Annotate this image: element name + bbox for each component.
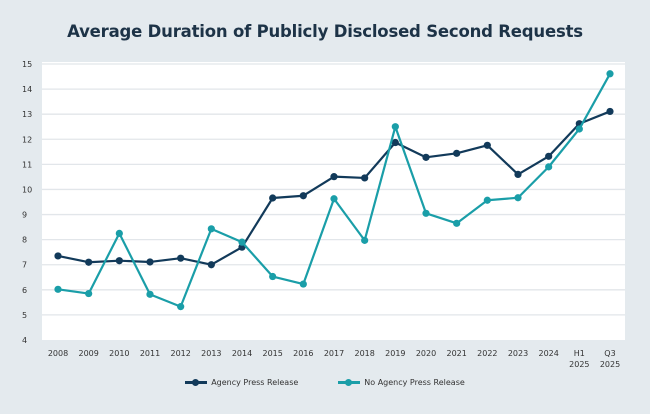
data-point-agency	[269, 194, 277, 202]
x-tick-label: 2014	[232, 349, 252, 358]
data-point-agency	[453, 149, 461, 157]
data-point-agency	[299, 192, 307, 200]
data-point-no-agency	[361, 236, 369, 244]
data-point-agency	[207, 261, 215, 269]
data-point-no-agency	[453, 219, 461, 227]
x-tick-label: 2025	[569, 360, 589, 369]
y-tick-label: 5	[22, 311, 27, 320]
x-tick-label: 2008	[48, 349, 68, 358]
x-tick-label: 2019	[385, 349, 405, 358]
x-tick-label: 2012	[170, 349, 190, 358]
data-point-agency	[391, 138, 399, 147]
data-point-agency	[115, 257, 123, 265]
data-point-no-agency	[483, 196, 491, 204]
x-tick-label: 2021	[446, 349, 466, 358]
y-tick-label: 8	[22, 236, 27, 245]
y-tick-label: 15	[22, 60, 32, 69]
data-point-agency	[177, 254, 185, 262]
chart-title: Average Duration of Publicly Disclosed S…	[67, 22, 583, 41]
x-tick-label: 2013	[201, 349, 221, 358]
legend-label-no-agency: No Agency Press Release	[364, 378, 465, 387]
data-point-no-agency	[330, 195, 338, 203]
x-tick-label: 2010	[109, 349, 129, 358]
data-point-no-agency	[545, 163, 553, 171]
data-point-agency	[54, 252, 62, 260]
x-tick-label: 2011	[140, 349, 160, 358]
x-tick-label: 2022	[477, 349, 497, 358]
x-tick-label: 2015	[262, 349, 282, 358]
x-tick-label: Q3	[604, 349, 615, 358]
y-tick-label: 9	[22, 211, 27, 220]
x-tick-label: 2016	[293, 349, 313, 358]
data-point-agency	[85, 258, 93, 266]
data-point-agency	[361, 174, 369, 182]
x-tick-label: 2009	[78, 349, 98, 358]
data-point-agency	[146, 258, 154, 266]
legend-label-agency: Agency Press Release	[211, 378, 299, 387]
y-tick-label: 4	[22, 336, 27, 345]
x-tick-label: 2020	[416, 349, 436, 358]
data-point-no-agency	[207, 225, 215, 233]
data-point-agency	[330, 173, 338, 181]
data-point-agency	[545, 152, 553, 160]
y-tick-label: 7	[22, 261, 27, 270]
legend: Agency Press Release No Agency Press Rel…	[0, 378, 650, 387]
x-tick-label: H1	[574, 349, 585, 358]
data-point-no-agency	[177, 303, 185, 311]
data-point-no-agency	[115, 229, 123, 237]
data-point-no-agency	[606, 70, 614, 78]
data-point-no-agency	[422, 209, 430, 217]
x-tick-label: 2025	[600, 360, 620, 369]
data-point-agency	[514, 170, 522, 178]
data-point-no-agency	[54, 285, 62, 293]
data-point-no-agency	[514, 194, 522, 202]
legend-item-no-agency: No Agency Press Release	[338, 378, 465, 387]
data-point-no-agency	[146, 290, 154, 298]
data-point-agency	[422, 153, 430, 161]
y-tick-label: 10	[22, 185, 32, 194]
x-tick-label: 2024	[538, 349, 558, 358]
data-point-no-agency	[575, 125, 583, 133]
data-point-no-agency	[299, 280, 307, 288]
y-tick-label: 11	[22, 160, 32, 169]
legend-swatch-agency	[185, 378, 208, 386]
y-tick-label: 14	[22, 85, 32, 94]
data-point-no-agency	[238, 238, 246, 246]
legend-item-agency: Agency Press Release	[185, 378, 298, 387]
legend-swatch-no-agency	[338, 378, 361, 386]
y-tick-label: 13	[22, 110, 32, 119]
x-tick-label: 2017	[324, 349, 344, 358]
x-tick-label: 2023	[508, 349, 528, 358]
data-point-agency	[606, 107, 614, 116]
y-tick-label: 6	[22, 286, 27, 295]
data-point-no-agency	[85, 289, 93, 298]
x-tick-label: 2018	[354, 349, 374, 358]
y-tick-label: 12	[22, 135, 32, 144]
data-point-no-agency	[269, 272, 277, 281]
data-point-agency	[483, 141, 491, 149]
data-point-no-agency	[391, 123, 399, 131]
